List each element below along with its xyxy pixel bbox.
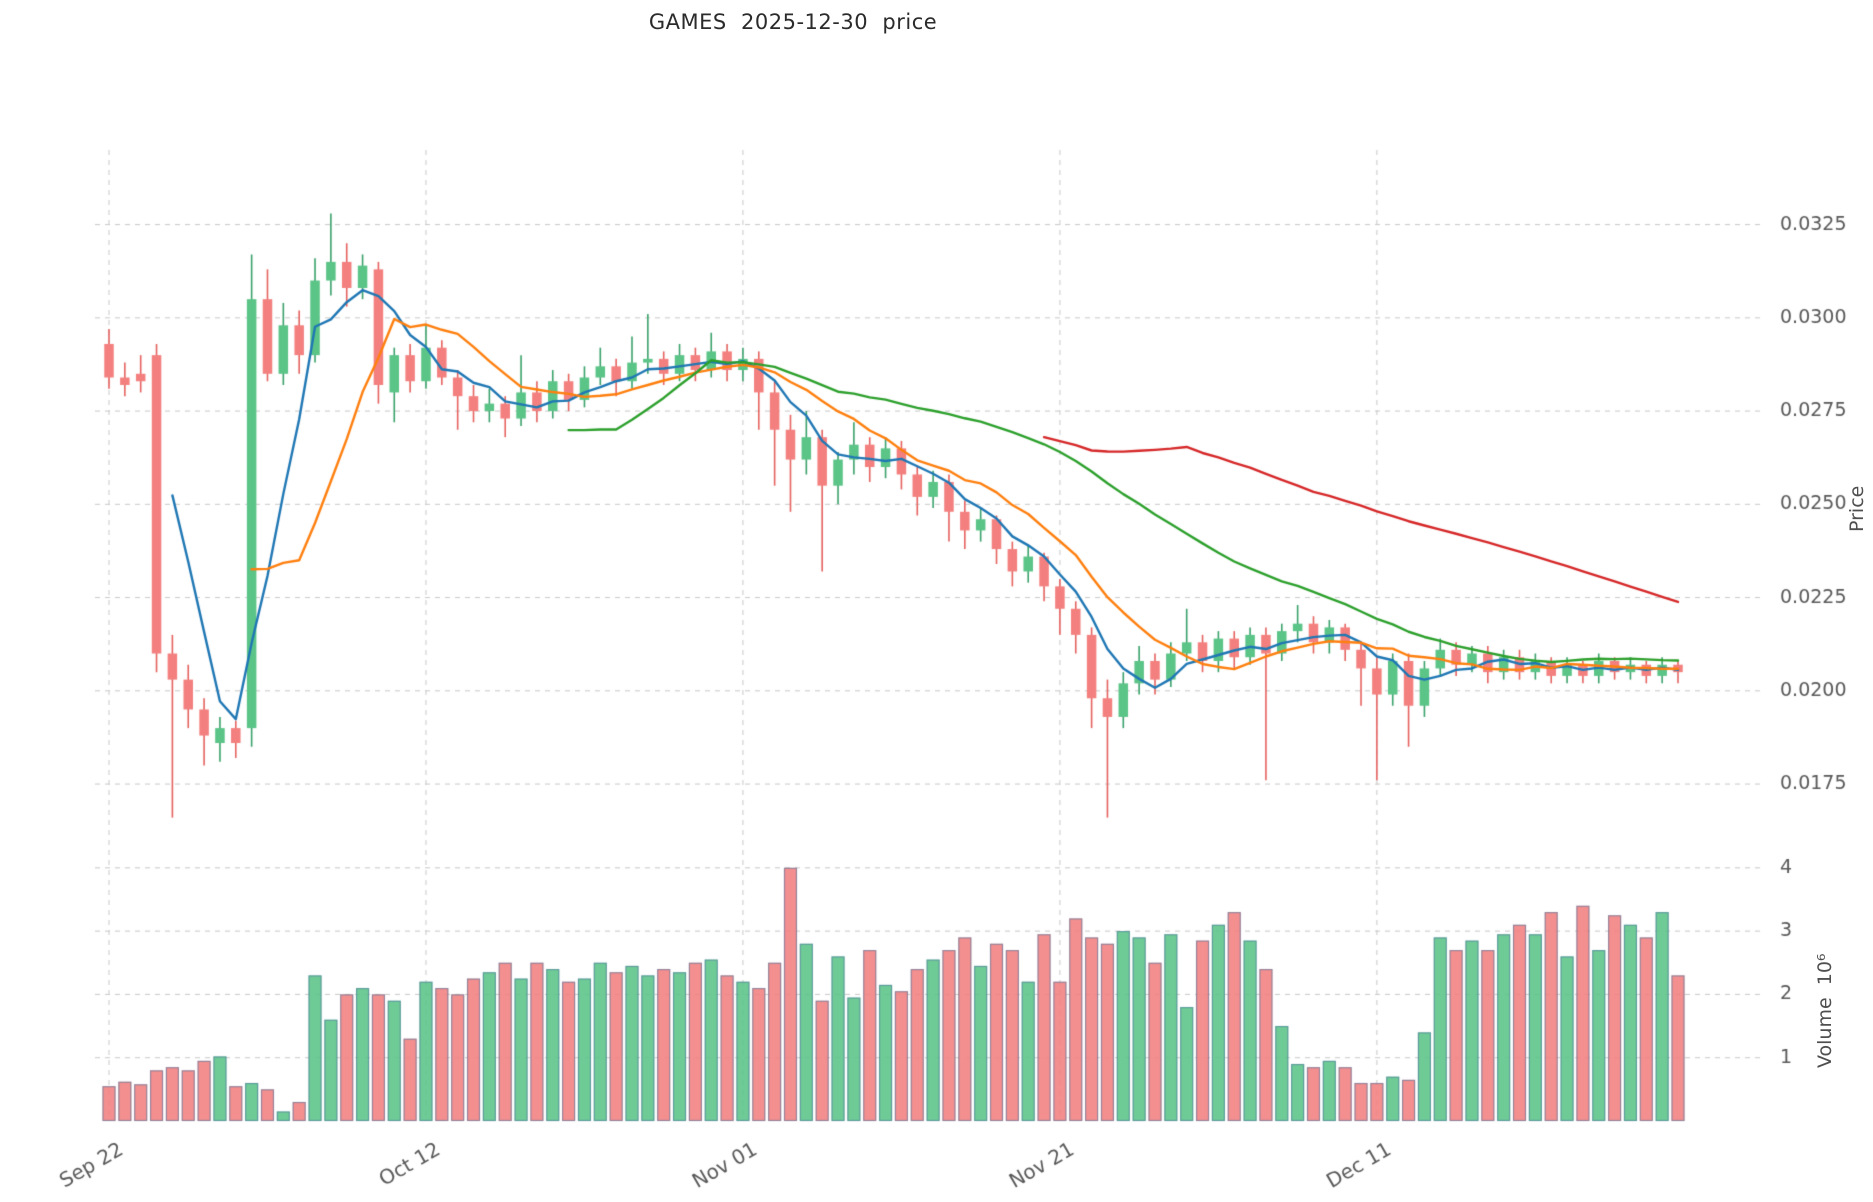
volume-axis-label: Volume 10⁶	[1814, 953, 1836, 1068]
chart-title: GAMES 2025-12-30 price	[648, 10, 938, 34]
price-axis-label: Price	[1846, 485, 1868, 532]
